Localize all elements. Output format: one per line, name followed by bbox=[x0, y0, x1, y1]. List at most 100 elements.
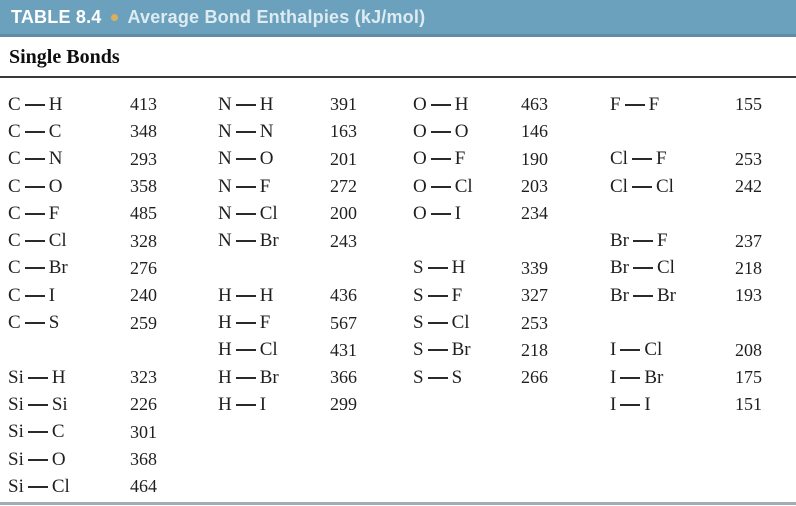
bond-dash bbox=[633, 294, 653, 297]
bond-dash bbox=[24, 158, 45, 161]
bond-cell: Si O bbox=[8, 448, 66, 470]
bond-dash bbox=[620, 403, 641, 406]
enthalpy-value: 234 bbox=[521, 203, 548, 224]
bond-dash bbox=[631, 185, 652, 188]
bond-cell: Cl F bbox=[610, 148, 667, 170]
bond-dash bbox=[633, 267, 653, 270]
bond-dash bbox=[24, 322, 45, 325]
bond-cell: H Cl bbox=[218, 339, 278, 361]
bond-dash bbox=[427, 376, 448, 379]
enthalpy-value: 368 bbox=[130, 449, 157, 469]
bond-cell bbox=[218, 473, 330, 500]
bond-dash bbox=[235, 376, 256, 379]
enthalpy-value: 193 bbox=[735, 285, 762, 306]
bond-cell: Br Cl bbox=[610, 257, 675, 279]
enthalpy-value: 328 bbox=[130, 230, 157, 251]
bond-cell bbox=[218, 446, 330, 473]
enthalpy-value bbox=[735, 118, 796, 145]
bond-dash bbox=[427, 322, 448, 325]
enthalpy-value: 218 bbox=[521, 339, 548, 360]
bond-cell: Si Cl bbox=[8, 475, 70, 497]
bond-dash bbox=[24, 185, 45, 188]
bond-dash bbox=[24, 212, 45, 215]
enthalpy-value: 163 bbox=[330, 121, 357, 142]
enthalpy-value bbox=[735, 200, 796, 227]
bond-dash bbox=[235, 212, 256, 215]
enthalpy-value: 366 bbox=[330, 367, 357, 388]
enthalpy-value: 259 bbox=[130, 312, 157, 333]
bond-dash bbox=[430, 103, 451, 106]
bond-dash bbox=[24, 130, 45, 133]
bond-dash bbox=[620, 376, 641, 379]
bond-dash bbox=[27, 458, 48, 461]
enthalpy-value: 200 bbox=[330, 203, 357, 224]
enthalpy-value bbox=[330, 255, 413, 282]
bond-dash bbox=[235, 185, 256, 188]
header-divider bbox=[0, 76, 796, 78]
enthalpy-value bbox=[521, 446, 610, 473]
enthalpy-value bbox=[521, 419, 610, 446]
enthalpy-value: 208 bbox=[735, 339, 762, 360]
enthalpy-value: 413 bbox=[130, 94, 157, 115]
enthalpy-value: 146 bbox=[521, 121, 548, 142]
bond-cell: N Br bbox=[218, 230, 279, 252]
bond-cell bbox=[610, 419, 735, 446]
bond-dash bbox=[24, 103, 45, 106]
enthalpy-value bbox=[521, 391, 610, 418]
enthalpy-value: 436 bbox=[330, 285, 357, 306]
enthalpy-value bbox=[521, 473, 610, 500]
enthalpy-value: 567 bbox=[330, 312, 357, 333]
bond-cell: Si Si bbox=[8, 393, 68, 415]
enthalpy-value: 464 bbox=[130, 476, 157, 497]
table-header-band: TABLE 8.4 Average Bond Enthalpies (kJ/mo… bbox=[0, 0, 796, 37]
enthalpy-value: 175 bbox=[735, 367, 762, 388]
enthalpy-value: 299 bbox=[330, 394, 357, 415]
enthalpy-value bbox=[330, 473, 413, 500]
bond-cell: Si H bbox=[8, 366, 66, 388]
bond-cell: C Cl bbox=[8, 230, 67, 252]
bond-dash bbox=[430, 212, 451, 215]
table-title: Average Bond Enthalpies (kJ/mol) bbox=[127, 6, 426, 27]
enthalpy-value: 327 bbox=[521, 285, 548, 306]
enthalpy-value: 339 bbox=[521, 257, 548, 278]
enthalpy-value: 276 bbox=[130, 257, 157, 278]
enthalpy-value: 253 bbox=[735, 148, 762, 169]
bond-cell: Br Br bbox=[610, 284, 676, 306]
enthalpy-value: 151 bbox=[735, 394, 762, 415]
bond-dash bbox=[235, 349, 256, 352]
bond-cell bbox=[8, 337, 130, 364]
bond-cell: C Br bbox=[8, 257, 68, 279]
bond-dash bbox=[235, 240, 256, 243]
enthalpy-value: 201 bbox=[330, 148, 357, 169]
bond-dash bbox=[24, 240, 45, 243]
enthalpy-value: 242 bbox=[735, 176, 762, 197]
enthalpy-value: 431 bbox=[330, 339, 357, 360]
table-number-label: TABLE 8.4 bbox=[11, 6, 102, 27]
bond-dash bbox=[427, 267, 448, 270]
bullet-icon bbox=[111, 13, 119, 21]
bond-cell bbox=[610, 309, 735, 336]
bond-dash bbox=[235, 103, 256, 106]
enthalpy-value bbox=[330, 446, 413, 473]
bond-cell: Si C bbox=[8, 421, 65, 443]
bond-dash bbox=[620, 349, 641, 352]
bond-cell bbox=[413, 419, 521, 446]
bond-cell: I Br bbox=[610, 366, 664, 388]
enthalpy-value bbox=[735, 309, 796, 336]
bond-dash bbox=[24, 267, 45, 270]
enthalpy-value bbox=[735, 419, 796, 446]
bond-dash bbox=[631, 158, 652, 161]
table-bottom-border bbox=[0, 502, 796, 505]
bond-cell bbox=[413, 473, 521, 500]
bond-dash bbox=[430, 158, 451, 161]
enthalpy-value: 155 bbox=[735, 94, 762, 115]
